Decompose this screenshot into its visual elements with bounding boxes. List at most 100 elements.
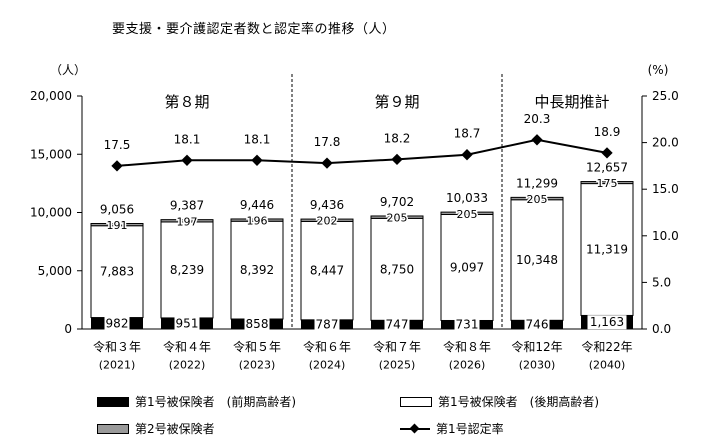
x-tick-year: (2040) bbox=[589, 359, 626, 372]
rate-marker bbox=[391, 153, 403, 166]
legend-label-early-elderly: 第1号被保険者 (前期高齢者) bbox=[135, 395, 296, 409]
bar-label-backing bbox=[454, 317, 480, 332]
legend-swatch-gray bbox=[97, 423, 129, 434]
x-tick-year: (2025) bbox=[379, 359, 416, 372]
bar-label-backing bbox=[314, 317, 340, 332]
bar-label-backing bbox=[384, 317, 410, 332]
rate-value-label: 18.7 bbox=[454, 127, 481, 141]
bar-late-elderly bbox=[370, 217, 424, 321]
bar-label-backing bbox=[587, 315, 627, 330]
x-tick-year: (2023) bbox=[239, 359, 276, 372]
rate-marker bbox=[181, 154, 193, 166]
rate-value-label: 18.1 bbox=[244, 132, 271, 146]
bar-late-elderly bbox=[440, 214, 494, 321]
x-tick-label: 令和５年 bbox=[233, 339, 281, 354]
x-tick-year: (2030) bbox=[519, 359, 556, 372]
bar-total-label: 9,387 bbox=[170, 199, 204, 213]
left-tick-label: 0 bbox=[64, 322, 72, 336]
bar-label-late-elderly: 10,348 bbox=[516, 253, 558, 267]
x-tick-label: 令和22年 bbox=[581, 339, 632, 354]
bar-label-backing bbox=[244, 317, 270, 332]
right-tick-label: 15.0 bbox=[652, 182, 679, 196]
x-tick-label: 令和６年 bbox=[303, 339, 351, 354]
bar-label-backing bbox=[174, 316, 200, 331]
period-header: 第９期 bbox=[374, 93, 419, 111]
bar-total-label: 9,056 bbox=[100, 202, 134, 216]
bar-label-early-elderly: 746 bbox=[526, 318, 549, 332]
x-tick-year: (2026) bbox=[449, 359, 486, 372]
x-tick-label: 令和８年 bbox=[443, 339, 491, 354]
bar-label-backing bbox=[104, 316, 130, 331]
bar-total-label: 9,436 bbox=[310, 198, 344, 212]
bar-secondary bbox=[440, 211, 494, 216]
right-tick-label: 0.0 bbox=[652, 322, 671, 336]
bar-total-label: 11,299 bbox=[516, 176, 558, 190]
bar-label-late-elderly: 7,883 bbox=[100, 265, 134, 279]
bar-label-early-elderly: 982 bbox=[106, 316, 129, 330]
rate-marker bbox=[461, 149, 473, 161]
legend-swatch-white bbox=[400, 396, 432, 407]
bar-secondary bbox=[300, 218, 354, 222]
legend-item-early-elderly: 第1号被保険者 (前期高齢者) bbox=[97, 393, 296, 410]
right-tick-label: 25.0 bbox=[652, 89, 679, 103]
bar-secondary bbox=[160, 219, 214, 223]
x-tick-year: (2022) bbox=[169, 359, 206, 372]
bar-total-label: 10,033 bbox=[446, 191, 488, 205]
bar-secondary bbox=[510, 196, 564, 201]
left-axis-unit: （人） bbox=[50, 63, 86, 77]
rate-marker bbox=[531, 134, 543, 146]
legend-label-secondary: 第2号被保険者 bbox=[135, 422, 215, 436]
legend-item-rate: 第1号認定率 bbox=[400, 420, 504, 437]
rate-line bbox=[116, 138, 608, 167]
bar-label-late-elderly: 8,239 bbox=[170, 263, 204, 277]
rate-value-label: 17.8 bbox=[314, 135, 341, 149]
period-header: 第８期 bbox=[164, 93, 209, 111]
bar-label-backing bbox=[524, 317, 550, 332]
bar-late-elderly bbox=[580, 183, 634, 316]
x-tick-year: (2024) bbox=[309, 359, 346, 372]
rate-value-label: 18.9 bbox=[594, 125, 621, 139]
bar-secondary bbox=[370, 215, 424, 219]
rate-value-label: 18.1 bbox=[174, 132, 201, 146]
left-tick-label: 15,000 bbox=[30, 147, 72, 161]
bar-label-secondary: 205 bbox=[527, 193, 548, 206]
legend-line-marker-icon bbox=[400, 424, 430, 434]
legend-item-secondary: 第2号被保険者 bbox=[97, 420, 215, 437]
period-header: 中長期推計 bbox=[534, 93, 609, 111]
bar-label-early-elderly: 787 bbox=[316, 317, 339, 331]
bar-label-late-elderly: 11,319 bbox=[586, 243, 628, 257]
x-tick-label: 令和４年 bbox=[163, 339, 211, 354]
bar-label-late-elderly: 8,392 bbox=[240, 263, 274, 277]
bar-secondary bbox=[580, 181, 634, 185]
legend-label-late-elderly: 第1号被保険者 (後期高齢者) bbox=[438, 395, 599, 409]
bar-label-secondary: 196 bbox=[247, 215, 268, 228]
x-tick-label: 令和７年 bbox=[373, 339, 421, 354]
right-axis-unit: (%) bbox=[648, 63, 669, 77]
legend-item-late-elderly: 第1号被保険者 (後期高齢者) bbox=[400, 393, 599, 410]
bar-secondary bbox=[230, 218, 284, 222]
rate-value-label: 17.5 bbox=[104, 138, 131, 152]
rate-value-label: 20.3 bbox=[524, 112, 551, 126]
bar-label-late-elderly: 8,750 bbox=[380, 262, 414, 276]
bar-label-early-elderly: 731 bbox=[456, 318, 479, 332]
bar-label-early-elderly: 1,163 bbox=[590, 315, 624, 329]
x-tick-label: 令和12年 bbox=[511, 339, 562, 354]
bar-total-label: 12,657 bbox=[586, 161, 628, 175]
bar-label-secondary: 191 bbox=[107, 219, 128, 232]
bar-label-secondary: 202 bbox=[317, 215, 338, 228]
left-tick-label: 10,000 bbox=[30, 206, 72, 220]
rate-marker bbox=[601, 147, 613, 159]
bar-label-secondary: 205 bbox=[387, 212, 408, 225]
bar-label-early-elderly: 858 bbox=[246, 317, 269, 331]
x-tick-label: 令和３年 bbox=[93, 339, 141, 354]
rate-marker bbox=[251, 154, 263, 166]
legend-swatch-black bbox=[97, 396, 129, 407]
bar-label-secondary: 175 bbox=[597, 177, 618, 190]
bar-label-early-elderly: 747 bbox=[386, 318, 409, 332]
rate-marker bbox=[321, 157, 333, 169]
bar-total-label: 9,702 bbox=[380, 195, 414, 209]
legend-label-rate: 第1号認定率 bbox=[436, 422, 504, 436]
bar-label-secondary: 197 bbox=[177, 215, 198, 228]
bar-label-early-elderly: 951 bbox=[176, 316, 199, 330]
